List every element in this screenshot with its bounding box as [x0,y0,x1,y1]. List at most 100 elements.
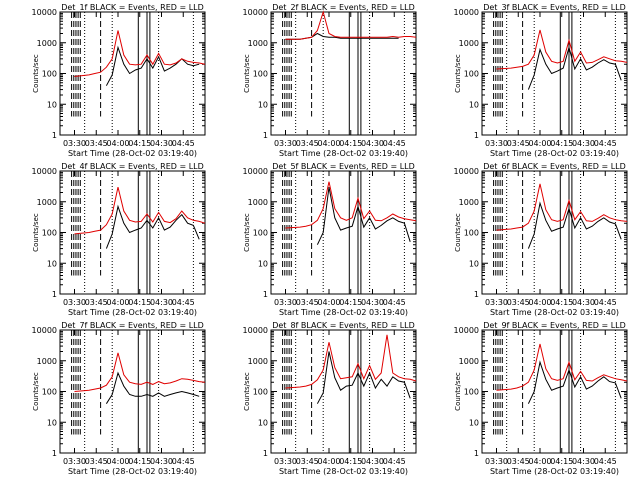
plot-frame [270,11,417,136]
y-tick-label: 1000 [459,198,479,207]
lld-series-line [74,352,206,392]
events-series-line [316,351,411,404]
y-tick-label: 100 [253,388,268,397]
plot-frame [270,170,417,295]
y-axis-label: Counts/sec [454,372,462,411]
y-axis-label: Counts/sec [454,54,462,93]
y-tick-label: 1 [52,449,57,458]
y-tick-label: 100 [464,388,479,397]
x-tick-label: 03:45 [85,139,108,148]
x-tick-label: 04:15 [128,139,151,148]
y-tick-label: 1000 [37,198,57,207]
y-tick-label: 1000 [37,357,57,366]
panel-1: 1 10 100 1000 10000 03:3003:4504:0004:1504:30… [32,3,206,158]
panel-8: 1 10 100 1000 10000 03:3003:4504:0004:1504:30… [243,321,417,476]
x-tick-label: 04:30 [572,457,595,466]
x-tick-label: 04:15 [128,457,151,466]
plot-frame [481,329,628,454]
y-tick-label: 1000 [37,39,57,48]
y-tick-label: 10 [47,418,57,427]
y-axis-label: Counts/sec [32,54,40,93]
panel-2: 1 10 100 1000 10000 03:3003:4504:0004:1504:30… [243,3,417,158]
y-tick-label: 1 [474,290,479,299]
x-tick-label: 04:30 [150,298,173,307]
x-tick-label: 04:30 [361,139,384,148]
x-tick-label: 03:30 [274,457,297,466]
x-tick-label: 04:15 [128,298,151,307]
y-tick-label: 1 [52,131,57,140]
lld-series-line [496,29,628,70]
y-tick-label: 10 [47,100,57,109]
y-tick-label: 10 [469,100,479,109]
x-tick-label: 04:30 [572,298,595,307]
x-tick-label: 04:00 [106,457,129,466]
x-axis-label: Start Time (28-Oct-02 03:19:40) [490,149,619,158]
x-axis-label: Start Time (28-Oct-02 03:19:40) [279,149,408,158]
x-axis-label: Start Time (28-Oct-02 03:19:40) [279,308,408,317]
x-axis-label: Start Time (28-Oct-02 03:19:40) [68,467,197,476]
x-tick-label: 04:45 [594,298,617,307]
lld-series-line [285,10,417,40]
x-tick-label: 04:00 [106,298,129,307]
x-tick-label: 04:15 [550,457,573,466]
lld-series-line [496,183,628,231]
y-tick-label: 10000 [32,326,57,335]
x-tick-label: 04:30 [361,457,384,466]
x-tick-label: 04:30 [361,298,384,307]
panel-6: 1 10 100 1000 10000 03:3003:4504:0004:1504:30… [454,162,628,317]
x-tick-label: 03:30 [485,457,508,466]
y-tick-label: 10000 [243,326,268,335]
x-tick-label: 03:45 [85,457,108,466]
x-tick-label: 04:00 [317,139,340,148]
x-tick-label: 04:00 [106,139,129,148]
chart-title: Det_1f BLACK = Events, RED = LLD [61,3,204,12]
y-tick-label: 100 [42,70,57,79]
plot-frame [270,329,417,454]
chart-title: Det_3f BLACK = Events, RED = LLD [483,3,626,12]
y-tick-label: 10000 [243,8,268,17]
x-axis-label: Start Time (28-Oct-02 03:19:40) [490,467,619,476]
y-tick-label: 10000 [454,326,479,335]
x-tick-label: 04:45 [594,457,617,466]
events-series-line [527,360,622,404]
panel-4: 1 10 100 1000 10000 03:3003:4504:0004:1504:30… [32,162,206,317]
x-tick-label: 03:45 [507,457,530,466]
y-axis-label: Counts/sec [32,213,40,252]
y-tick-label: 100 [253,70,268,79]
y-axis-label: Counts/sec [243,372,251,411]
x-tick-label: 04:45 [172,139,195,148]
x-tick-label: 04:15 [550,139,573,148]
plot-frame [481,11,628,136]
panel-3: 1 10 100 1000 10000 03:3003:4504:0004:1504:30… [454,3,628,158]
chart-title: Det_4f BLACK = Events, RED = LLD [61,162,204,171]
events-series-line [527,45,622,90]
y-axis-label: Counts/sec [32,372,40,411]
events-series-line [316,187,411,245]
lld-series-line [285,334,417,389]
x-tick-label: 04:00 [528,139,551,148]
y-tick-label: 1000 [248,198,268,207]
y-axis-label: Counts/sec [243,54,251,93]
y-tick-label: 1 [263,449,268,458]
panel-7: 1 10 100 1000 10000 03:3003:4504:0004:1504:30… [32,321,206,476]
x-tick-label: 04:00 [317,298,340,307]
y-tick-label: 10000 [454,167,479,176]
x-tick-label: 04:00 [528,298,551,307]
x-tick-label: 03:30 [485,139,508,148]
x-tick-label: 04:30 [150,139,173,148]
events-series-line [105,371,200,404]
y-tick-label: 100 [464,229,479,238]
x-tick-label: 04:45 [383,139,406,148]
x-tick-label: 03:30 [485,298,508,307]
x-axis-label: Start Time (28-Oct-02 03:19:40) [490,308,619,317]
events-series-line [105,45,200,86]
lld-series-line [285,181,417,229]
x-tick-label: 04:00 [317,457,340,466]
events-series-line [105,204,200,249]
plot-frame [59,11,206,136]
lld-series-line [496,343,628,391]
y-tick-label: 1000 [248,39,268,48]
x-tick-label: 04:30 [572,139,595,148]
y-tick-label: 1 [474,449,479,458]
